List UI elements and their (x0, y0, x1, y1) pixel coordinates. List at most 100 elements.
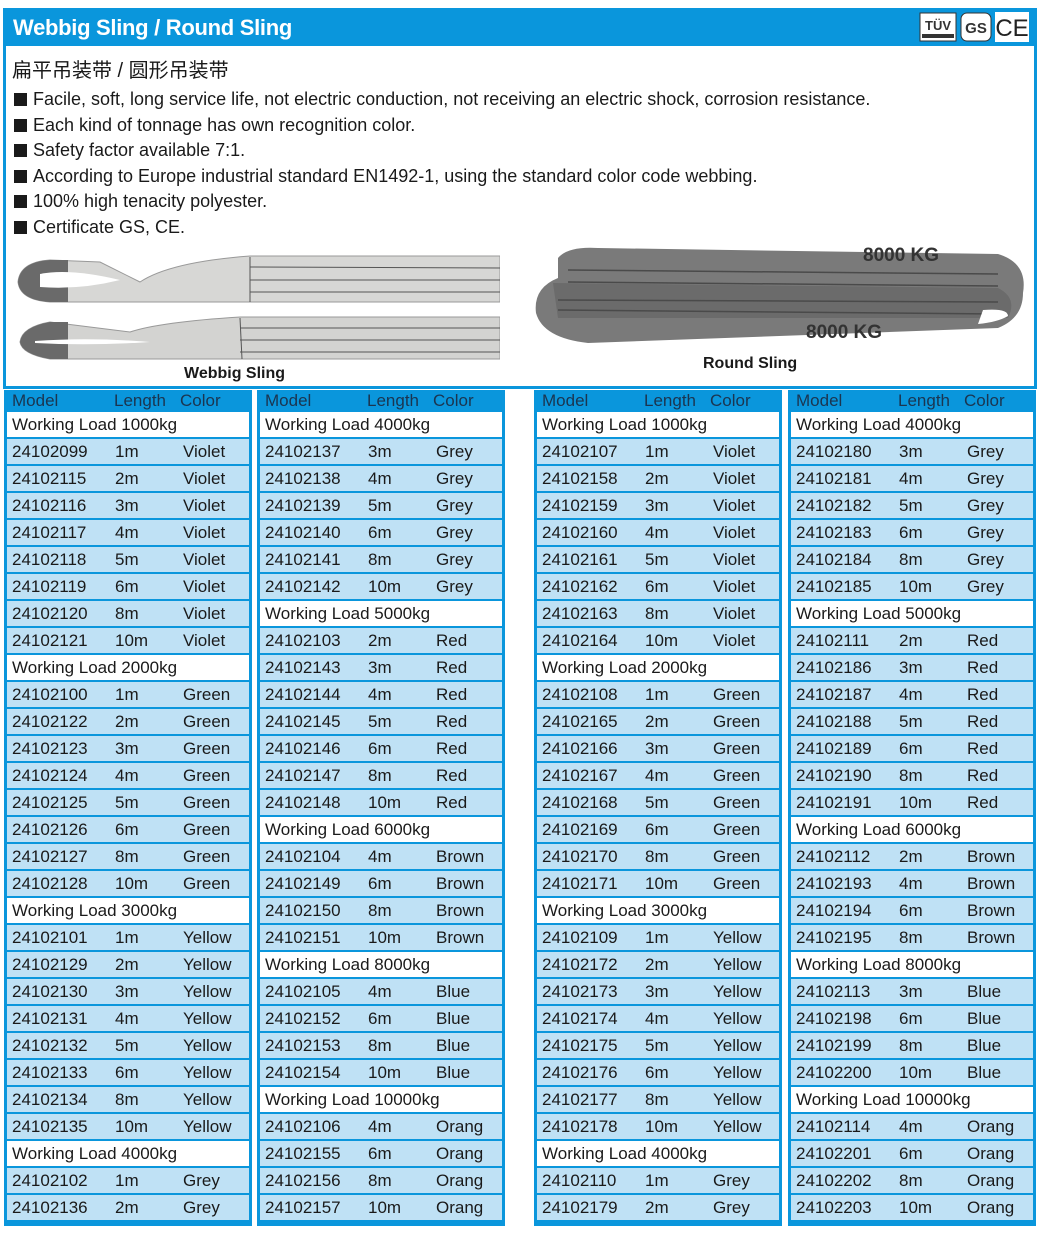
product-table: Model Length Color Working Load 1000kg 24102… (4, 390, 252, 1226)
model-cell: 24102195 (796, 928, 872, 947)
color-cell: Yellow (183, 928, 232, 947)
length-cell: 10m (368, 1063, 402, 1082)
model-cell: 24102193 (796, 874, 872, 893)
length-cell: 1m (645, 685, 669, 704)
color-cell: Green (183, 685, 231, 704)
length-cell: 5m (115, 793, 139, 812)
model-cell: 24102104 (265, 847, 341, 866)
tuv-logo-icon: TÜV (919, 12, 957, 42)
color-cell: Violet (713, 496, 756, 515)
length-cell: 6m (368, 1009, 392, 1028)
bullet-square-icon (14, 169, 27, 183)
length-cell: 5m (645, 793, 669, 812)
model-cell: 24102168 (542, 793, 618, 812)
feature-text: According to Europe industrial standard … (33, 165, 758, 186)
feature-item: 100% high tenacity polyester. (14, 189, 1029, 215)
color-cell: Green (183, 793, 231, 812)
page-frame (3, 8, 1037, 389)
working-load-heading: Working Load 4000kg (791, 412, 1033, 437)
length-cell: 4m (645, 766, 669, 785)
table-row: 24102157 10m Orang (260, 1195, 502, 1220)
table-row: 24102177 8m Yellow (537, 1087, 779, 1112)
color-cell: Yellow (713, 928, 762, 947)
table-row: 24102175 5m Yellow (537, 1033, 779, 1058)
model-cell: 24102117 (12, 523, 87, 542)
model-cell: 24102119 (12, 577, 87, 596)
length-cell: 8m (645, 1090, 669, 1109)
model-cell: 24102120 (12, 604, 88, 623)
table-row: 24102117 4m Violet (7, 520, 249, 545)
column-model: Model (12, 391, 59, 410)
feature-item: Facile, soft, long service life, not ele… (14, 87, 1029, 113)
table-row: 24102198 6m Blue (791, 1006, 1033, 1031)
model-cell: 24102202 (796, 1171, 872, 1190)
column-color: Color (433, 391, 474, 410)
model-cell: 24102129 (12, 955, 88, 974)
model-cell: 24102128 (12, 874, 88, 893)
table-row: 24102135 10m Yellow (7, 1114, 249, 1139)
color-cell: Violet (713, 469, 756, 488)
length-cell: 2m (115, 469, 139, 488)
length-cell: 10m (899, 1063, 933, 1082)
model-cell: 24102181 (796, 469, 872, 488)
length-cell: 2m (115, 712, 139, 731)
table-row: 24102199 8m Blue (791, 1033, 1033, 1058)
model-cell: 24102103 (265, 631, 341, 650)
length-cell: 8m (115, 847, 139, 866)
length-cell: 10m (899, 1198, 933, 1217)
length-cell: 4m (368, 1117, 392, 1136)
length-cell: 8m (645, 847, 669, 866)
table-row: 24102101 1m Yellow (7, 925, 249, 950)
model-cell: 24102163 (542, 604, 618, 623)
length-cell: 8m (115, 604, 139, 623)
table-row: 24102108 1m Green (537, 682, 779, 707)
color-cell: Grey (436, 469, 473, 488)
model-cell: 24102190 (796, 766, 872, 785)
color-cell: Blue (436, 982, 471, 1001)
table-row: 24102145 5m Red (260, 709, 502, 734)
length-cell: 4m (645, 523, 669, 542)
color-cell: Yellow (183, 1009, 232, 1028)
model-cell: 24102145 (265, 712, 341, 731)
color-cell: Grey (713, 1198, 750, 1217)
color-cell: Violet (713, 442, 756, 461)
length-cell: 10m (115, 1117, 149, 1136)
feature-text: 100% high tenacity polyester. (33, 191, 268, 211)
color-cell: Blue (967, 1036, 1002, 1055)
table-row: 24102103 2m Red (260, 628, 502, 653)
model-cell: 24102130 (12, 982, 88, 1001)
color-cell: Brown (436, 847, 485, 866)
table-row: 24102194 6m Brown (791, 898, 1033, 923)
length-cell: 8m (899, 766, 923, 785)
svg-text:8000 KG: 8000 KG (863, 245, 939, 266)
model-cell: 24102169 (542, 820, 618, 839)
feature-list: Facile, soft, long service life, not ele… (14, 87, 1029, 240)
model-cell: 24102143 (265, 658, 341, 677)
color-cell: Orang (967, 1171, 1015, 1190)
model-cell: 24102113 (796, 982, 871, 1001)
table-row: 24102137 3m Grey (260, 439, 502, 464)
feature-item: Each kind of tonnage has own recognition… (14, 113, 1029, 139)
model-cell: 24102108 (542, 685, 618, 704)
color-cell: Red (967, 685, 999, 704)
table-row: 24102154 10m Blue (260, 1060, 502, 1085)
svg-text:8000 KG: 8000 KG (806, 322, 882, 343)
model-cell: 24102174 (542, 1009, 618, 1028)
table-row: 24102107 1m Violet (537, 439, 779, 464)
length-cell: 5m (899, 496, 923, 515)
table-row: 24102172 2m Yellow (537, 952, 779, 977)
color-cell: Brown (967, 901, 1016, 920)
model-cell: 24102153 (265, 1036, 341, 1055)
table-row: 24102191 10m Red (791, 790, 1033, 815)
color-cell: Yellow (183, 1036, 232, 1055)
length-cell: 3m (645, 982, 669, 1001)
length-cell: 4m (115, 523, 139, 542)
table-row: 24102153 8m Blue (260, 1033, 502, 1058)
model-cell: 24102158 (542, 469, 618, 488)
table-row: 24102128 10m Green (7, 871, 249, 896)
table-row: 24102151 10m Brown (260, 925, 502, 950)
length-cell: 4m (368, 982, 392, 1001)
table-row: 24102174 4m Yellow (537, 1006, 779, 1031)
table-row: 24102102 1m Grey (7, 1168, 249, 1193)
color-cell: Green (183, 847, 231, 866)
